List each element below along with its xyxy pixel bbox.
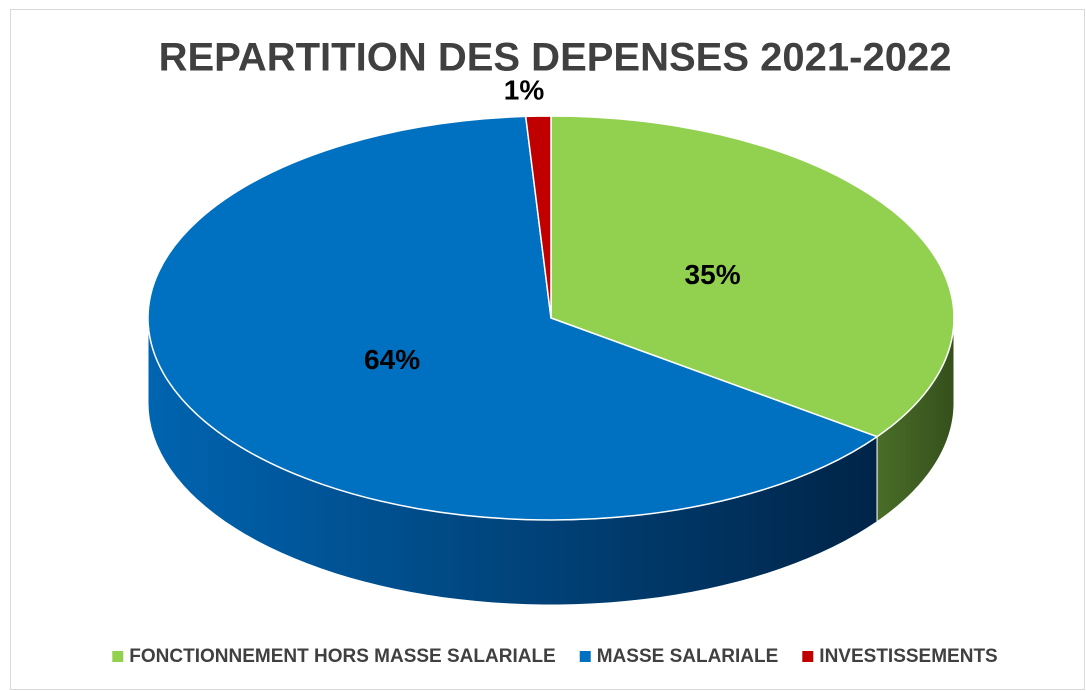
legend-label: INVESTISSEMENTS [819,646,997,667]
pie-slice [524,115,552,319]
legend-label: FONCTIONNEMENT HORS MASSE SALARIALE [129,646,555,667]
legend-swatch [579,651,591,662]
data-label: 64% [364,344,420,375]
legend-swatch [112,651,124,662]
data-label: 1% [504,74,545,105]
pie-slice [550,115,955,438]
chart-title: REPARTITION DES DEPENSES 2021-2022 [159,36,952,80]
legend-label: MASSE SALARIALE [597,646,779,667]
pie-slice [147,115,879,521]
legend-swatch [802,651,814,662]
data-label: 35% [685,259,741,290]
